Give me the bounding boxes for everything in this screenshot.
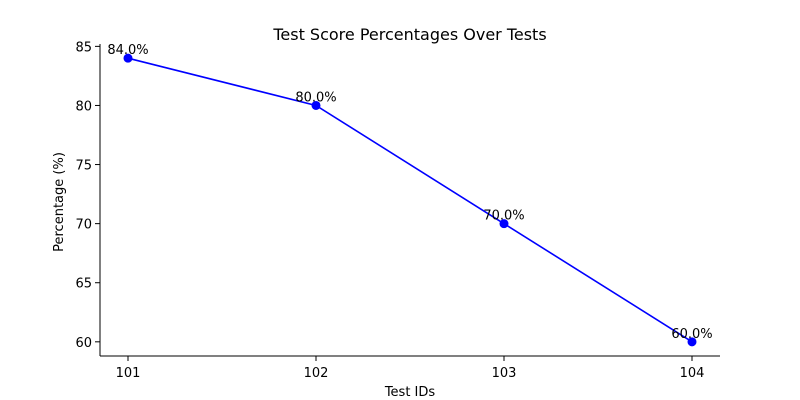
- data-label: 60.0%: [671, 327, 712, 342]
- data-label: 80.0%: [295, 90, 336, 105]
- data-label: 84.0%: [107, 43, 148, 58]
- series-group: 84.0% 80.0% 70.0% 60.0%: [107, 43, 713, 347]
- x-tick-label: 103: [492, 366, 517, 381]
- data-point: [123, 53, 133, 63]
- data-point: [311, 100, 321, 110]
- chart-title: Test Score Percentages Over Tests: [272, 25, 546, 44]
- y-tick-label: 65: [75, 277, 92, 292]
- x-axis-label: Test IDs: [384, 385, 436, 400]
- series-line: [127, 57, 693, 343]
- data-point: [499, 219, 509, 229]
- y-tick-label: 85: [75, 40, 92, 55]
- x-axis-ticks: 101 102 103 104: [116, 356, 705, 381]
- y-axis-ticks: 60 65 70 75 80 85: [75, 40, 100, 351]
- y-axis-label: Percentage (%): [52, 152, 67, 252]
- x-tick-label: 102: [304, 366, 329, 381]
- y-tick-label: 80: [75, 99, 92, 114]
- x-tick-label: 101: [116, 366, 141, 381]
- data-point: [687, 337, 697, 347]
- y-tick-label: 75: [75, 159, 92, 174]
- x-tick-label: 104: [680, 366, 705, 381]
- y-tick-label: 70: [75, 218, 92, 233]
- data-label: 70.0%: [483, 209, 524, 224]
- y-tick-label: 60: [75, 336, 92, 351]
